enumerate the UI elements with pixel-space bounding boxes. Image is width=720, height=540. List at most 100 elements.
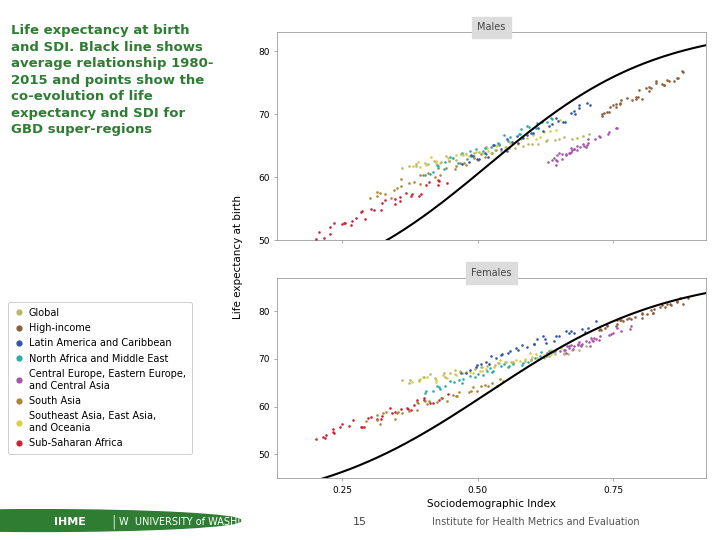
Point <box>595 326 606 335</box>
Point <box>525 356 536 364</box>
Point <box>580 143 592 152</box>
Point <box>408 401 420 409</box>
Point <box>546 349 557 358</box>
Point <box>677 67 688 76</box>
Point <box>531 119 542 127</box>
Point <box>596 111 608 120</box>
Point <box>418 394 430 403</box>
Point <box>624 325 636 333</box>
Point <box>682 293 693 302</box>
Text: 15: 15 <box>353 517 367 526</box>
Point <box>438 165 450 173</box>
Point <box>479 148 490 157</box>
Point <box>430 375 441 384</box>
Point <box>345 221 356 230</box>
Point <box>483 360 495 368</box>
Point <box>471 362 482 371</box>
Point <box>395 181 407 190</box>
Point <box>495 350 507 359</box>
Point <box>494 359 505 367</box>
Point <box>454 367 466 375</box>
Point <box>549 136 561 145</box>
Point <box>513 139 524 147</box>
Point <box>418 373 430 381</box>
Point <box>601 107 613 116</box>
Point <box>355 208 366 217</box>
Point <box>431 382 443 390</box>
Point <box>395 405 407 414</box>
Point <box>498 376 509 385</box>
Point <box>615 96 626 104</box>
Point <box>482 147 493 156</box>
Point <box>503 361 515 370</box>
Point <box>575 143 586 151</box>
Point <box>593 336 605 345</box>
Point <box>454 368 466 377</box>
Point <box>558 350 570 359</box>
Point <box>564 144 576 153</box>
Point <box>577 140 589 149</box>
Point <box>334 422 346 431</box>
Point <box>495 361 507 370</box>
Point <box>467 383 479 391</box>
Point <box>467 368 479 377</box>
Point <box>444 153 456 161</box>
Point <box>379 190 390 198</box>
Point <box>550 331 562 340</box>
Point <box>512 346 523 355</box>
Point <box>546 156 558 165</box>
Point <box>577 340 588 348</box>
Point <box>527 129 539 137</box>
Point <box>643 86 654 95</box>
Point <box>522 139 534 148</box>
Point <box>450 392 462 401</box>
Point <box>557 150 568 159</box>
Point <box>459 159 470 167</box>
Point <box>328 429 339 437</box>
Point <box>471 387 482 396</box>
Point <box>419 171 431 179</box>
Point <box>430 377 441 386</box>
Point <box>430 159 441 167</box>
Point <box>451 151 462 159</box>
Point <box>456 379 468 388</box>
Point <box>668 77 680 85</box>
Point <box>427 399 438 408</box>
Point <box>603 107 614 116</box>
Point <box>500 143 512 151</box>
Point <box>473 148 485 157</box>
Point <box>441 397 452 406</box>
Point <box>506 138 518 146</box>
Point <box>577 131 588 140</box>
Point <box>508 359 519 368</box>
Point <box>487 140 499 149</box>
Point <box>444 377 456 386</box>
Point <box>417 373 428 381</box>
Point <box>611 99 622 108</box>
Point <box>536 118 548 126</box>
Point <box>621 315 633 323</box>
Point <box>568 342 580 350</box>
Point <box>412 158 423 166</box>
Point <box>450 162 462 171</box>
Point <box>464 151 475 160</box>
Point <box>677 68 688 76</box>
Point <box>343 421 355 430</box>
Point <box>480 143 492 152</box>
Point <box>590 334 602 343</box>
Point <box>389 194 400 203</box>
Point <box>526 353 538 362</box>
Point <box>480 144 492 152</box>
Point <box>513 130 524 139</box>
Point <box>413 377 425 386</box>
Point <box>484 360 495 369</box>
Point <box>439 382 451 390</box>
Point <box>574 345 585 354</box>
Point <box>371 414 382 423</box>
Point <box>385 193 397 202</box>
Point <box>469 149 480 158</box>
Point <box>387 409 398 417</box>
Point <box>394 196 405 205</box>
Point <box>502 135 513 144</box>
Point <box>589 135 600 144</box>
